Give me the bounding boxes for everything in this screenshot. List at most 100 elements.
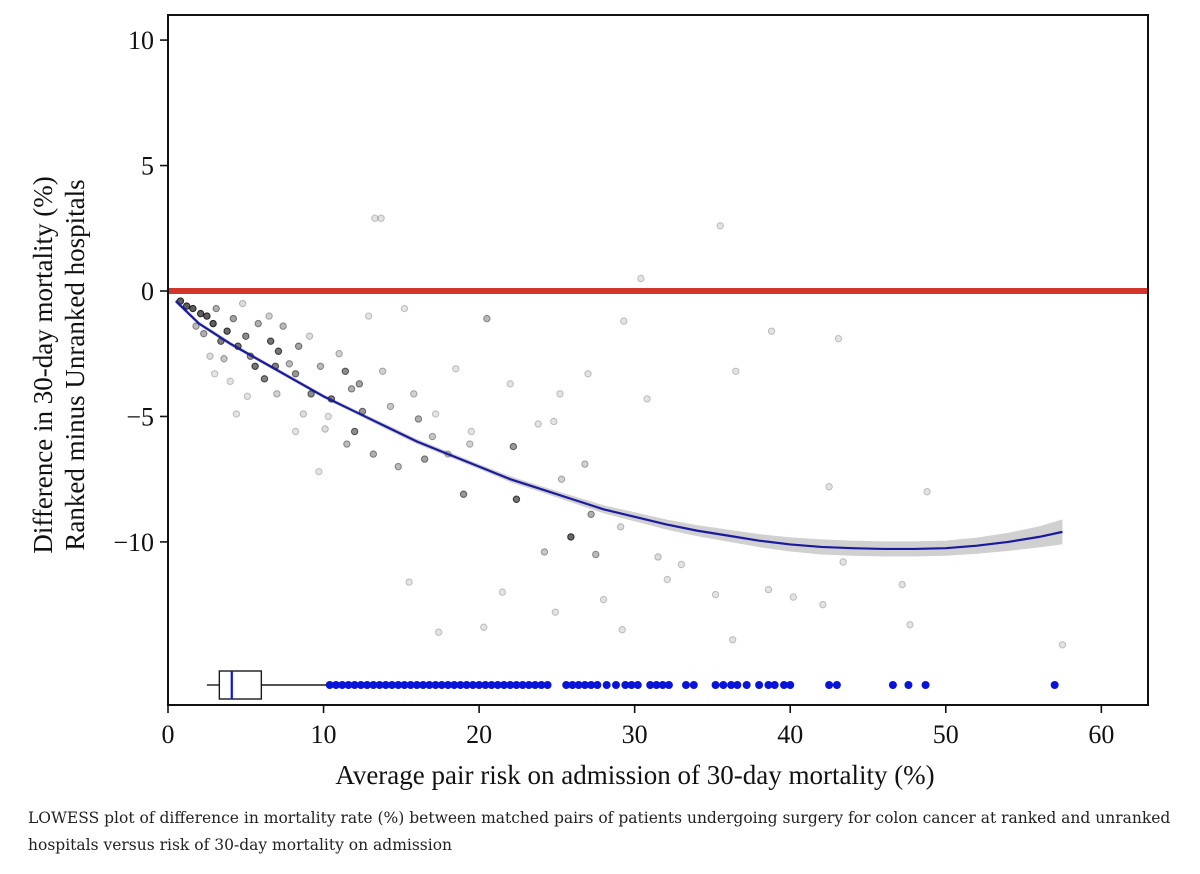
scatter-point <box>677 560 686 569</box>
boxplot-outlier <box>689 681 698 689</box>
boxplot-outlier <box>904 681 913 689</box>
scatter-point <box>347 385 356 393</box>
scatter-point <box>371 214 379 222</box>
boxplot-outlier <box>574 681 583 689</box>
boxplot-outlier <box>412 681 421 689</box>
boxplot-outlier <box>537 681 546 689</box>
y-tick-label: −5 <box>126 402 154 431</box>
boxplot-outlier <box>682 681 690 689</box>
y-tick-label: 10 <box>128 26 154 55</box>
boxplot-outlier <box>780 681 788 689</box>
scatter-point <box>242 332 250 340</box>
x-axis-title: Average pair risk on admission of 30-day… <box>335 760 934 790</box>
scatter-point <box>728 636 737 644</box>
boxplot-outlier <box>1050 681 1059 689</box>
boxplot-outlier <box>468 681 477 689</box>
scatter-point <box>316 362 325 370</box>
boxplot-outlier <box>425 681 434 689</box>
scatter-point <box>825 483 833 491</box>
boxplot-outlier <box>755 681 764 689</box>
scatter-point <box>540 548 549 556</box>
scatter-point <box>196 309 205 318</box>
boxplot-outlier <box>400 681 409 689</box>
y-tick-label: 0 <box>141 277 154 306</box>
boxplot-outlier <box>612 681 620 689</box>
scatter-point <box>459 490 468 498</box>
scatter-point <box>428 432 437 441</box>
scatter-point <box>378 367 387 375</box>
boxplot-outlier <box>531 681 540 689</box>
scatter-point <box>616 523 625 531</box>
scatter-point <box>324 412 332 421</box>
scatter-point <box>587 510 595 519</box>
x-axis-ticks: 0 10 20 30 40 50 60 <box>162 705 1114 749</box>
scatter-point <box>906 621 914 629</box>
scatter-point <box>467 427 476 436</box>
boxplot-outlier <box>562 681 571 689</box>
boxplot-outlier <box>450 681 459 689</box>
scatter-point <box>466 440 474 448</box>
scatter-point <box>210 370 219 378</box>
scatter-point <box>898 580 906 589</box>
scatter-point <box>279 322 287 330</box>
boxplot-outlier <box>388 681 396 689</box>
y-axis-title-line1: Difference in 30-day mortality (%) <box>28 176 58 553</box>
boxplot-outlier <box>832 681 841 689</box>
scatter-point <box>203 312 211 320</box>
boxplot-outlier <box>664 681 673 689</box>
boxplot-outlier <box>394 681 403 689</box>
scatter-point <box>431 410 440 418</box>
boxplot-outlier <box>344 681 353 689</box>
scatter-point <box>839 558 847 566</box>
scatter-point <box>369 450 378 458</box>
boxplot-outlier <box>568 681 577 689</box>
boxplot-outlier <box>375 681 384 689</box>
scatter-point <box>285 360 294 368</box>
scatter-point <box>618 626 626 634</box>
boxplot-outlier <box>381 681 390 689</box>
lowess-curve <box>175 300 1063 551</box>
scatter-point <box>251 362 259 370</box>
scatter-point <box>229 314 238 323</box>
scatter-point <box>834 334 843 343</box>
boxplot-outliers-layer <box>325 681 1059 689</box>
scatter-point <box>189 304 197 313</box>
x-tick-label: 50 <box>933 720 959 749</box>
scatter-point <box>789 593 798 601</box>
scatter-point <box>226 377 234 386</box>
scatter-point <box>243 392 252 401</box>
scatter-points-layer <box>176 214 1067 649</box>
boxplot-outlier <box>658 681 667 689</box>
scatter-point <box>498 588 507 596</box>
boxplot-outlier <box>437 681 446 689</box>
scatter-point <box>315 467 323 476</box>
boxplot-outlier <box>921 681 930 689</box>
scatter-point <box>206 352 214 360</box>
boxplot-outlier <box>325 681 334 689</box>
boxplot-outlier <box>487 681 496 689</box>
scatter-point <box>291 427 300 436</box>
scatter-point <box>509 442 518 451</box>
y-tick-label: −10 <box>113 528 154 557</box>
scatter-point <box>716 222 724 230</box>
scatter-point <box>643 395 651 403</box>
scatter-point <box>260 375 269 383</box>
scatter-point <box>220 355 228 363</box>
lowess-chart: 0 10 20 30 40 50 60 10 50 −5 −10 Average pair ris… <box>0 0 1200 800</box>
scatter-point <box>584 370 592 378</box>
x-tick-label: 30 <box>622 720 648 749</box>
scatter-point <box>550 417 558 426</box>
scatter-point <box>557 475 566 483</box>
plot-background <box>0 0 1200 800</box>
scatter-point <box>182 302 191 310</box>
scatter-point <box>299 410 308 418</box>
scatter-point <box>637 274 645 283</box>
scatter-point <box>592 550 600 559</box>
figure-caption: LOWESS plot of difference in mortality r… <box>28 809 1171 854</box>
scatter-point <box>273 390 281 398</box>
scatter-point <box>238 299 247 308</box>
scatter-point <box>341 367 350 375</box>
scatter-point <box>414 415 423 423</box>
x-tick-label: 10 <box>311 720 337 749</box>
scatter-point <box>923 488 931 496</box>
